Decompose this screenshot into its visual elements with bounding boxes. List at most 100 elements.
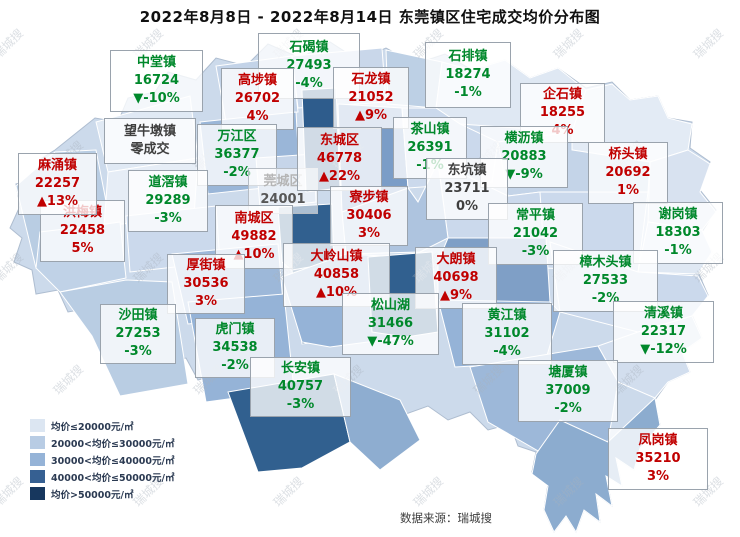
town-name: 凤岗镇 (638, 433, 678, 448)
town-name: 中堂镇 (136, 55, 176, 70)
legend-label: 均价>50000元/㎡ (51, 489, 134, 501)
town-change: ▲9% (439, 288, 473, 303)
town-change: ▲22% (318, 169, 361, 184)
town-price: 23711 (444, 181, 490, 196)
town-label-box: 厚街镇 30536 3% (167, 254, 245, 314)
town-price: 35210 (635, 451, 681, 466)
town-price: 36377 (214, 147, 260, 162)
town-price: 21042 (512, 226, 559, 241)
legend-label: 40000<均价≤50000元/㎡ (51, 472, 175, 484)
town-price: 46778 (316, 151, 363, 166)
town-price: 21052 (348, 90, 394, 105)
legend-row: 均价>50000元/㎡ (30, 485, 175, 502)
town-name: 万江区 (217, 129, 257, 144)
town-price: 29289 (145, 193, 191, 208)
town-change: -3% (521, 244, 550, 259)
town-change: ▼-10% (133, 91, 180, 106)
town-change: -3% (286, 397, 315, 412)
town-label-box: 石排镇 18274 -1% (425, 42, 511, 108)
town-name: 高埗镇 (237, 73, 277, 88)
town-price: 40698 (433, 270, 479, 285)
town-price: 20692 (605, 165, 651, 180)
town-change: 1% (616, 183, 640, 198)
town-change: 3% (646, 469, 670, 484)
town-change: ▼-47% (367, 334, 414, 349)
legend-row: 均价≤20000元/㎡ (30, 417, 175, 434)
legend: 均价≤20000元/㎡ 20000<均价≤30000元/㎡ 30000<均价≤400… (30, 417, 175, 502)
town-name: 横沥镇 (504, 131, 544, 146)
town-change: ▼-9% (505, 167, 543, 182)
town-name: 清溪镇 (643, 306, 683, 321)
town-price: 26702 (234, 91, 281, 106)
town-price: 31102 (484, 326, 530, 341)
town-label-box: 麻涌镇 22257 ▲13% (18, 153, 97, 215)
town-change: -2% (554, 401, 582, 416)
town-change: -4% (493, 344, 521, 359)
town-name: 茶山镇 (410, 122, 450, 137)
town-price: 16724 (133, 73, 180, 88)
town-change: 4% (246, 109, 269, 124)
town-change: 5% (71, 241, 94, 256)
town-price: 27533 (582, 273, 629, 288)
town-price: 31466 (367, 316, 414, 331)
town-change: -2% (223, 165, 251, 180)
region (333, 373, 421, 471)
town-name: 樟木头镇 (579, 255, 632, 270)
legend-row: 30000<均价≤40000元/㎡ (30, 451, 175, 468)
town-name: 寮步镇 (349, 190, 389, 205)
town-label-box: 寮步镇 30406 3% (330, 186, 408, 246)
town-price: 零成交 (130, 142, 170, 157)
town-name: 虎门镇 (215, 322, 255, 337)
town-price: 34538 (212, 340, 258, 355)
town-change: -3% (154, 211, 182, 226)
town-price: 18303 (655, 225, 701, 240)
town-name: 南城区 (234, 211, 274, 226)
town-label-box: 望牛墩镇 零成交 (104, 118, 196, 164)
town-name: 石排镇 (448, 49, 488, 64)
legend-row: 40000<均价≤50000元/㎡ (30, 468, 175, 485)
town-name: 桥头镇 (608, 147, 648, 162)
town-price: 22257 (34, 176, 81, 191)
town-price: 27253 (115, 326, 161, 341)
legend-swatch (30, 419, 45, 432)
legend-swatch (30, 487, 45, 500)
town-change: 0% (455, 199, 479, 214)
town-price: 30536 (183, 276, 229, 291)
town-name: 望牛墩镇 (123, 124, 176, 139)
town-change: -1% (454, 85, 482, 100)
town-name: 谢岗镇 (658, 207, 698, 222)
town-name: 沙田镇 (118, 308, 158, 323)
town-price: 27493 (286, 58, 332, 73)
town-price: 18274 (445, 67, 491, 82)
town-label-box: 塘厦镇 37009 -2% (518, 360, 618, 422)
town-label-box: 长安镇 40757 -3% (250, 357, 351, 417)
town-name: 东坑镇 (447, 163, 487, 178)
town-label-box: 桥头镇 20692 1% (588, 142, 668, 204)
legend-label: 30000<均价≤40000元/㎡ (51, 455, 175, 467)
town-name: 石碣镇 (289, 40, 329, 55)
town-label-box: 高埗镇 26702 4% (221, 68, 294, 130)
town-change: -2% (221, 358, 249, 373)
town-change: -2% (591, 291, 620, 306)
town-change: ▲9% (354, 108, 388, 123)
town-price: 49882 (231, 229, 277, 244)
town-price: 30406 (346, 208, 392, 223)
town-name: 大朗镇 (436, 252, 476, 267)
town-name: 莞城区 (263, 174, 303, 189)
town-price: 22317 (640, 324, 687, 339)
town-name: 常平镇 (515, 208, 555, 223)
town-name: 石龙镇 (351, 72, 391, 87)
town-price: 26391 (407, 140, 453, 155)
town-label-box: 黄江镇 31102 -4% (462, 303, 552, 365)
data-source-note: 数据来源：瑞城搜 (400, 511, 492, 525)
town-name: 东城区 (319, 133, 359, 148)
town-label-box: 松山湖 31466 ▼-47% (342, 293, 439, 355)
town-label-box: 清溪镇 22317 ▼-12% (613, 301, 714, 363)
legend-swatch (30, 470, 45, 483)
town-label-box: 东城区 46778 ▲22% (297, 127, 382, 191)
town-label-box: 沙田镇 27253 -3% (100, 304, 176, 364)
town-name: 大岭山镇 (310, 249, 363, 264)
town-change: -1% (664, 243, 692, 258)
town-name: 麻涌镇 (37, 158, 77, 173)
